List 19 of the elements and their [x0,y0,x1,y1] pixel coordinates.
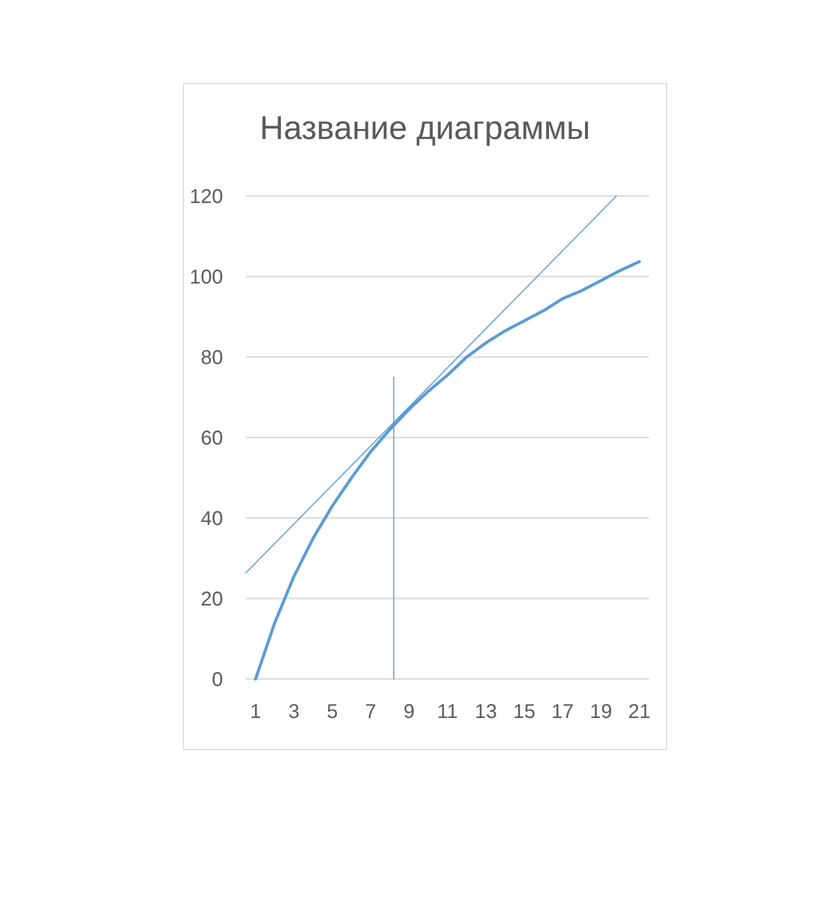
x-tick-label: 9 [404,701,415,723]
y-tick-label: 60 [200,428,223,450]
x-tick-label: 1 [250,701,262,723]
y-tick-label: 80 [200,347,223,369]
x-tick-label: 7 [365,701,376,723]
y-tick-label: 20 [200,588,223,610]
x-tick-label: 5 [326,701,338,723]
y-tick-label: 40 [200,508,223,530]
y-tick-label: 100 [190,266,223,288]
x-tick-label: 11 [437,701,458,723]
chart-title: Название диаграммы [260,109,590,146]
x-tick-label: 21 [628,701,651,723]
x-tick-label: 17 [552,701,574,723]
y-tick-label: 120 [190,186,223,208]
y-tick-label: 0 [212,669,223,691]
x-tick-label: 19 [590,701,612,723]
x-tick-label: 15 [513,701,536,723]
x-tick-label: 13 [474,701,498,723]
x-tick-label: 3 [288,701,300,723]
